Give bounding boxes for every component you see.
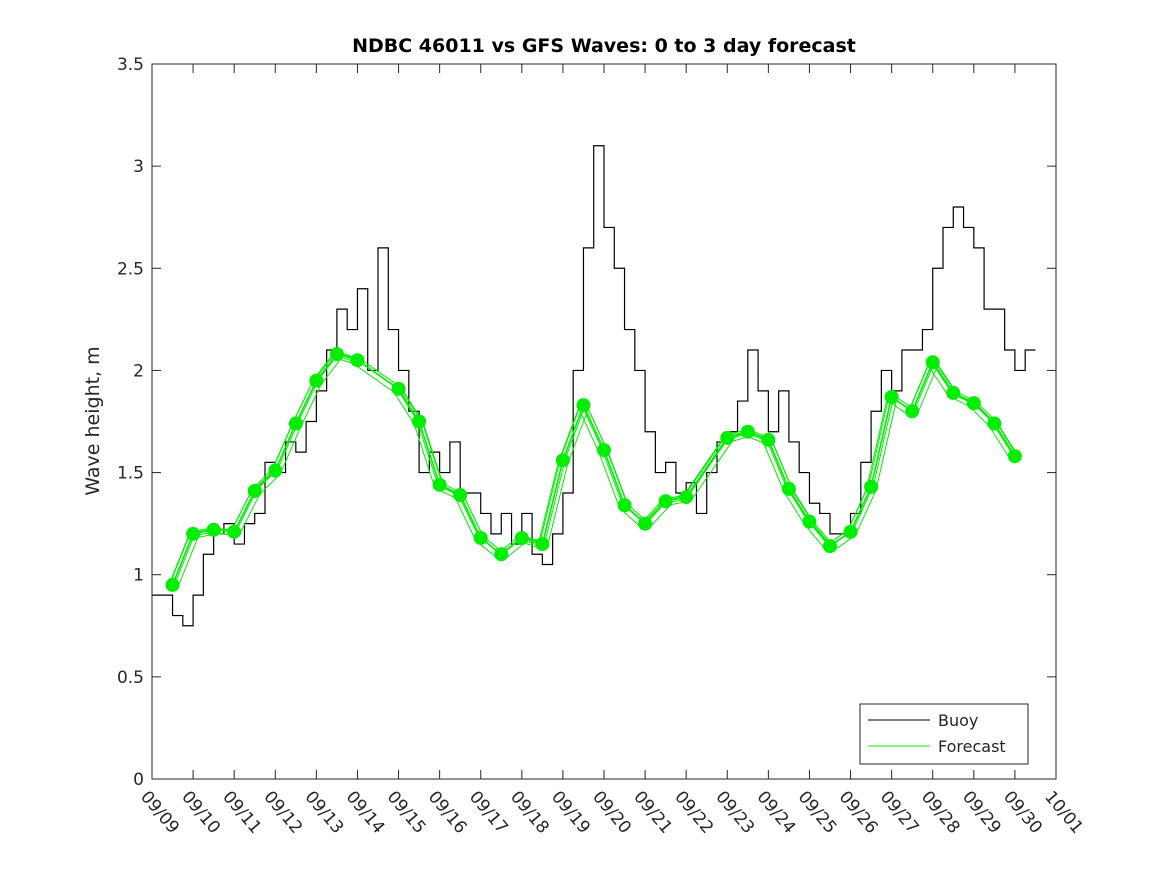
legend-buoy-label: Buoy xyxy=(938,711,978,730)
forecast-point xyxy=(802,514,817,529)
y-tick-label: 3 xyxy=(133,157,144,177)
forecast-point xyxy=(165,577,180,592)
x-tick-label: 09/25 xyxy=(794,787,841,837)
forecast-point xyxy=(905,404,920,419)
forecast-point xyxy=(966,396,981,411)
x-tick-label: 09/30 xyxy=(999,787,1046,837)
x-tick-label: 09/22 xyxy=(670,787,717,837)
forecast-point xyxy=(617,498,632,513)
chart-title: NDBC 46011 vs GFS Waves: 0 to 3 day fore… xyxy=(352,35,856,57)
x-tick-label: 09/24 xyxy=(753,787,800,837)
x-tick-label: 09/14 xyxy=(342,787,389,837)
forecast-point xyxy=(597,443,611,458)
x-tick-label: 09/12 xyxy=(259,787,306,837)
buoy-line xyxy=(152,145,1036,627)
x-tick-label: 09/19 xyxy=(547,787,594,837)
forecast-ensemble-line xyxy=(169,351,1013,584)
forecast-point xyxy=(227,524,242,539)
forecast-point xyxy=(864,479,879,494)
x-tick-label: 09/28 xyxy=(917,787,964,837)
y-tick-label: 0 xyxy=(133,770,144,790)
x-tick-label: 10/01 xyxy=(1040,787,1087,837)
forecast-point xyxy=(350,353,365,368)
forecast-point xyxy=(288,416,303,431)
forecast-point xyxy=(206,522,221,537)
y-tick-label: 1 xyxy=(133,566,144,586)
forecast-point xyxy=(391,381,406,396)
legend-forecast-label: Forecast xyxy=(938,737,1006,756)
forecast-point xyxy=(309,373,324,388)
forecast-point xyxy=(946,385,961,400)
forecast-ensemble-line xyxy=(176,357,1021,589)
forecast-point xyxy=(432,477,447,492)
x-tick-label: 09/17 xyxy=(465,787,512,837)
y-axis-label: Wave height, m xyxy=(82,346,104,495)
forecast-point xyxy=(987,416,1002,431)
forecast-ensemble-line xyxy=(167,356,1011,589)
forecast-point xyxy=(453,488,468,503)
forecast-point xyxy=(535,537,550,552)
forecast-point xyxy=(740,424,755,439)
forecast-point xyxy=(925,355,940,370)
forecast-point xyxy=(638,516,653,531)
forecast-point xyxy=(884,389,899,404)
forecast-point xyxy=(473,530,488,545)
y-tick-label: 3.5 xyxy=(117,55,144,75)
forecast-point xyxy=(186,526,201,541)
x-tick-label: 09/16 xyxy=(424,787,471,837)
x-tick-label: 09/13 xyxy=(301,787,348,837)
x-tick-label: 09/18 xyxy=(506,787,553,837)
x-tick-label: 09/10 xyxy=(177,787,224,837)
x-tick-label: 09/21 xyxy=(629,787,676,837)
forecast-ensemble-line xyxy=(174,352,1018,584)
forecast-point xyxy=(720,430,735,445)
x-tick-label: 09/11 xyxy=(218,787,265,837)
x-tick-label: 09/29 xyxy=(958,787,1005,837)
forecast-point xyxy=(679,490,694,505)
x-tick-label: 09/20 xyxy=(588,787,635,837)
forecast-point xyxy=(658,494,673,509)
forecast-point xyxy=(247,483,262,498)
y-tick-label: 1.5 xyxy=(117,464,144,484)
forecast-point xyxy=(268,463,283,478)
forecast-point xyxy=(514,530,529,545)
forecast-point xyxy=(823,539,837,554)
forecast-point xyxy=(781,481,796,496)
x-tick-label: 09/27 xyxy=(876,787,923,837)
forecast-point xyxy=(1007,449,1022,464)
x-tick-label: 09/23 xyxy=(711,787,758,837)
forecast-point xyxy=(494,547,509,562)
legend-box xyxy=(859,703,1029,765)
y-tick-label: 2.5 xyxy=(117,259,144,279)
forecast-point xyxy=(412,414,427,429)
x-tick-label: 09/09 xyxy=(136,787,183,837)
forecast-point xyxy=(576,398,591,413)
x-tick-label: 09/15 xyxy=(383,787,430,837)
forecast-point xyxy=(555,453,570,468)
forecast-line xyxy=(171,353,1016,586)
y-tick-label: 0.5 xyxy=(117,668,144,688)
forecast-point xyxy=(843,524,858,539)
legend: Buoy Forecast xyxy=(859,703,1029,765)
forecast-point xyxy=(761,432,776,447)
forecast-point xyxy=(329,347,344,362)
x-tick-label: 09/26 xyxy=(835,787,882,837)
y-tick-label: 2 xyxy=(133,361,144,381)
